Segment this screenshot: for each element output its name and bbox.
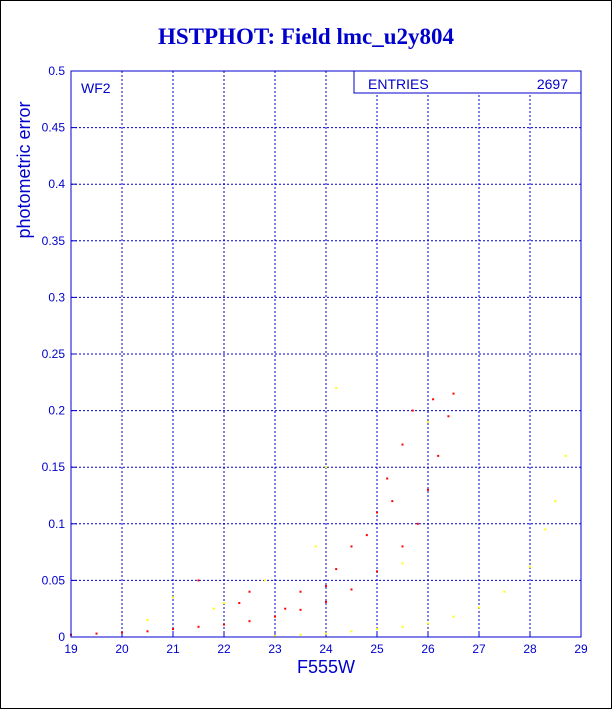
data-point xyxy=(146,619,149,622)
data-point xyxy=(529,565,531,568)
data-point xyxy=(325,585,327,588)
data-point xyxy=(411,409,414,412)
y-tick-label: 0.5 xyxy=(48,64,65,78)
y-tick-label: 0.1 xyxy=(48,517,65,531)
data-point xyxy=(223,623,225,626)
data-point xyxy=(401,545,404,548)
data-point xyxy=(564,454,567,457)
data-point xyxy=(350,545,353,548)
data-point xyxy=(350,630,353,633)
data-point xyxy=(325,632,327,635)
panel-annotation: WF2 xyxy=(81,80,111,96)
data-points xyxy=(70,386,567,637)
x-tick-label: 23 xyxy=(268,642,282,656)
y-tick-label: 0.2 xyxy=(48,404,65,418)
data-point xyxy=(325,600,327,603)
series-1 xyxy=(70,392,455,636)
y-tick-label: 0.05 xyxy=(42,573,66,587)
grid xyxy=(70,70,582,638)
data-point xyxy=(427,488,429,491)
y-tick-label: 0.35 xyxy=(42,234,66,248)
x-tick-label: 22 xyxy=(217,642,231,656)
data-point xyxy=(238,602,241,605)
data-point xyxy=(365,534,368,537)
data-point xyxy=(376,570,378,573)
stats-box-frame xyxy=(353,70,582,94)
data-point xyxy=(386,477,389,480)
stats-label: ENTRIES xyxy=(368,76,429,92)
data-point xyxy=(503,590,506,593)
series-2 xyxy=(146,386,567,637)
data-point xyxy=(452,392,455,395)
data-point xyxy=(376,511,378,514)
data-point xyxy=(554,500,557,503)
x-tick-label: 27 xyxy=(472,642,486,656)
data-point xyxy=(197,625,200,628)
y-tick-label: 0.25 xyxy=(42,347,66,361)
x-tick-label: 26 xyxy=(421,642,435,656)
data-point xyxy=(452,615,455,618)
data-point xyxy=(212,607,215,610)
data-point xyxy=(376,628,378,631)
data-point xyxy=(478,606,480,609)
data-point xyxy=(121,631,123,634)
data-point xyxy=(172,596,174,599)
y-tick-label: 0.45 xyxy=(42,121,66,135)
data-point xyxy=(447,415,450,418)
data-point xyxy=(299,608,302,611)
data-point xyxy=(416,522,419,525)
x-axis-label: F555W xyxy=(297,657,355,677)
data-point xyxy=(284,607,287,610)
data-point xyxy=(350,588,353,591)
data-point xyxy=(263,579,266,582)
data-point xyxy=(401,443,404,446)
data-point xyxy=(325,466,327,469)
data-point xyxy=(248,620,251,623)
data-point xyxy=(146,630,149,633)
data-point xyxy=(223,602,225,605)
stats-value: 2697 xyxy=(537,76,568,92)
data-point xyxy=(197,579,200,582)
data-point xyxy=(95,632,98,635)
x-tick-label: 21 xyxy=(166,642,180,656)
data-point xyxy=(437,454,440,457)
data-point xyxy=(335,568,338,571)
data-point xyxy=(248,590,251,593)
data-point xyxy=(274,634,276,637)
data-point xyxy=(314,545,317,548)
x-tick-label: 28 xyxy=(523,642,537,656)
x-tick-label: 20 xyxy=(115,642,129,656)
data-point xyxy=(299,590,302,593)
data-point xyxy=(299,633,302,636)
y-tick-label: 0.3 xyxy=(48,290,65,304)
data-point xyxy=(427,420,429,423)
data-point xyxy=(391,500,394,503)
y-tick-label: 0.4 xyxy=(48,177,65,191)
data-point xyxy=(335,386,338,389)
axis-ticks: 19 20 21 22 23 24 25 26 27 28 29 0 0.05 0.1 0.15 0.2 0.2… xyxy=(42,64,588,656)
plot-area xyxy=(70,70,582,638)
chart-title: HSTPHOT: Field lmc_u2y804 xyxy=(157,24,455,49)
y-tick-label: 0 xyxy=(58,630,65,644)
x-tick-label: 24 xyxy=(319,642,333,656)
x-tick-label: 29 xyxy=(574,642,588,656)
data-point xyxy=(401,625,404,628)
data-point xyxy=(274,615,276,618)
data-point xyxy=(401,562,404,565)
x-tick-label: 25 xyxy=(370,642,384,656)
data-point xyxy=(427,622,429,625)
data-point xyxy=(172,628,174,631)
x-tick-label: 19 xyxy=(64,642,78,656)
data-point xyxy=(544,528,547,531)
stats-box: ENTRIES 2697 xyxy=(353,70,582,94)
y-tick-label: 0.15 xyxy=(42,460,66,474)
data-point xyxy=(432,398,435,401)
y-axis-label: photometric error xyxy=(14,101,34,238)
